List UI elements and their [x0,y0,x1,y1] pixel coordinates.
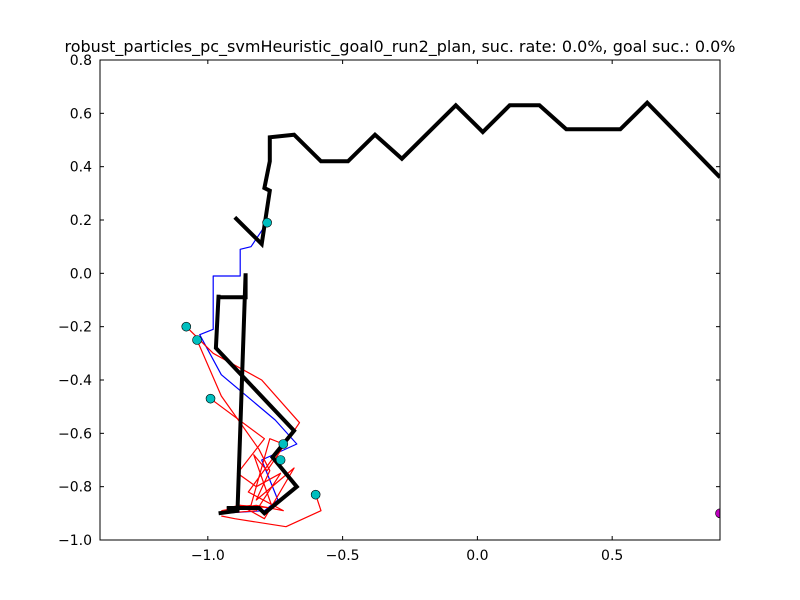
series-line-particle-trajectory-1 [221,438,284,512]
y-tick-label: −1.0 [58,533,92,549]
chart-title: robust_particles_pc_svmHeuristic_goal0_r… [65,37,736,57]
start-marker [181,321,192,332]
y-tick-label: 0.8 [70,53,92,69]
start-marker [192,335,202,345]
y-tick-label: −0.4 [58,373,92,389]
start-marker [262,217,272,228]
axis-ticks: −1.0 −0.5 0.0 0.5 0.8 0.6 0.4 0.2 0.0 −0.2 −0.4 −0.… [58,53,720,564]
start-marker [310,489,321,500]
series-line-planned-path-lower [213,273,300,516]
y-tick-label: −0.8 [58,480,92,496]
series-line-planned-path [233,99,720,249]
y-tick-label: −0.2 [58,320,92,336]
x-tick-label: −1.0 [191,548,225,564]
y-tick-label: 0.2 [70,213,92,229]
goal-marker [715,508,720,519]
start-marker [205,393,216,404]
start-marker [278,439,289,449]
plot-area [181,99,720,528]
y-tick-label: 0.6 [70,106,92,122]
y-tick-label: 0.4 [70,160,92,176]
y-tick-label: −0.6 [58,426,92,442]
x-tick-label: −0.5 [326,548,360,564]
start-marker [275,455,286,465]
y-tick-label: 0.0 [70,266,92,282]
x-tick-label: 0.5 [601,548,623,564]
series-line-particle-trajectory-5 [221,494,322,528]
axes-frame [99,59,721,541]
series-line-executed-trajectory [199,222,298,514]
x-tick-label: 0.0 [466,548,488,564]
